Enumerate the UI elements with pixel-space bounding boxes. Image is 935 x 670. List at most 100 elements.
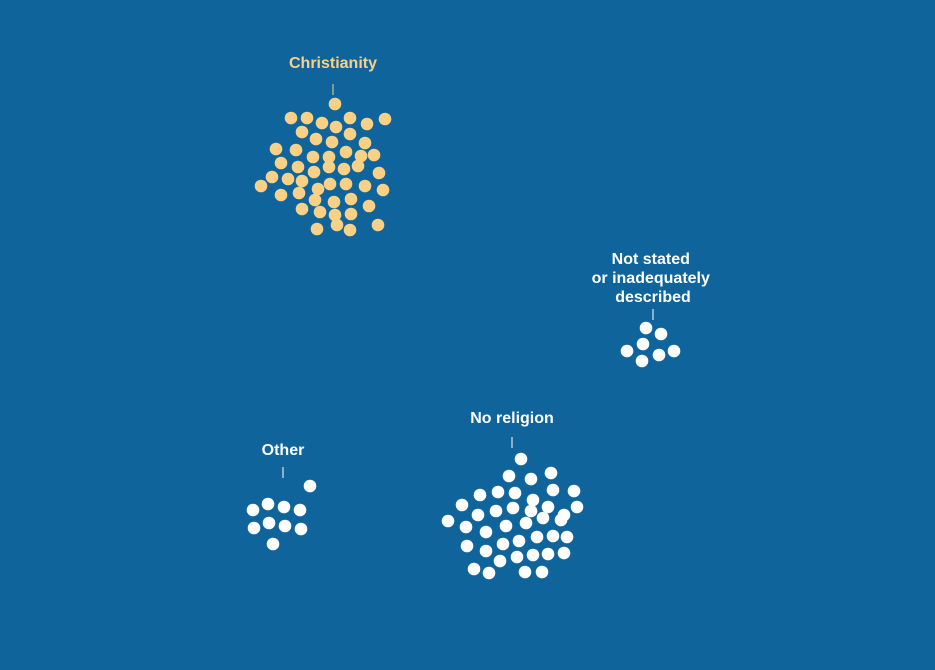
dot-no-religion-37 [526, 548, 540, 562]
dot-christianity-37 [274, 188, 288, 202]
dot-other-5 [293, 503, 307, 517]
dot-christianity-29 [281, 172, 295, 186]
dot-not-stated-3 [636, 337, 650, 351]
dot-no-religion-34 [482, 566, 496, 580]
dot-no-religion-29 [512, 534, 526, 548]
dot-christianity-36 [254, 179, 268, 193]
dot-christianity-15 [289, 143, 303, 157]
dot-not-stated-2 [654, 327, 668, 341]
dot-christianity-18 [339, 145, 353, 159]
dot-no-religion-12 [471, 508, 485, 522]
dot-christianity-34 [358, 179, 372, 193]
dot-christianity-30 [295, 174, 309, 188]
dot-christianity-17 [322, 150, 336, 164]
dot-christianity-49 [330, 218, 344, 232]
dot-christianity-23 [307, 165, 321, 179]
dot-no-religion-18 [570, 500, 584, 514]
dot-christianity-27 [372, 166, 386, 180]
dot-no-religion-28 [496, 537, 510, 551]
dot-no-religion-16 [541, 500, 555, 514]
label-not-stated-line-2: or inadequately [592, 270, 710, 287]
dot-no-religion-20 [459, 520, 473, 534]
dot-other-1 [303, 479, 317, 493]
dot-christianity-24 [322, 160, 336, 174]
dot-christianity-31 [311, 182, 325, 196]
dot-other-3 [261, 497, 275, 511]
group-christianity: Christianity [254, 55, 392, 237]
dot-not-stated-5 [667, 344, 681, 358]
group-other: Other [246, 442, 317, 551]
dot-no-religion-30 [530, 530, 544, 544]
dot-other-8 [278, 519, 292, 533]
dot-christianity-1 [328, 97, 342, 111]
dots-christianity [254, 97, 392, 237]
dot-no-religion-27 [479, 544, 493, 558]
dot-other-4 [277, 500, 291, 514]
dot-no-religion-31 [546, 529, 560, 543]
dot-other-2 [246, 503, 260, 517]
dot-no-religion-25 [554, 513, 568, 527]
dot-no-religion-13 [489, 504, 503, 518]
dot-christianity-47 [371, 218, 385, 232]
dot-christianity-12 [343, 127, 357, 141]
dot-other-6 [247, 521, 261, 535]
label-no-religion: No religion [470, 410, 554, 427]
dot-christianity-46 [344, 207, 358, 221]
dot-no-religion-4 [544, 466, 558, 480]
dot-christianity-8 [378, 112, 392, 126]
dot-no-religion-11 [455, 498, 469, 512]
dot-christianity-9 [295, 125, 309, 139]
label-not-stated-line-1: Not stated [612, 251, 690, 268]
dot-other-10 [266, 537, 280, 551]
dot-christianity-25 [337, 162, 351, 176]
dot-no-religion-7 [508, 486, 522, 500]
dot-christianity-21 [274, 156, 288, 170]
label-christianity-line-1: Christianity [289, 55, 377, 72]
dot-not-stated-4 [652, 348, 666, 362]
dot-christianity-26 [351, 159, 365, 173]
dot-no-religion-23 [519, 516, 533, 530]
dot-christianity-40 [327, 195, 341, 209]
dot-christianity-33 [339, 177, 353, 191]
dot-christianity-35 [376, 183, 390, 197]
dot-christianity-41 [344, 192, 358, 206]
dot-christianity-10 [309, 132, 323, 146]
dot-christianity-38 [292, 186, 306, 200]
label-other: Other [262, 442, 305, 459]
dot-other-7 [262, 516, 276, 530]
dot-christianity-48 [310, 222, 324, 236]
dot-christianity-22 [291, 160, 305, 174]
dot-not-stated-6 [620, 344, 634, 358]
dot-christianity-2 [284, 111, 298, 125]
dot-no-religion-19 [441, 514, 455, 528]
dot-no-religion-40 [518, 565, 532, 579]
dot-other-9 [294, 522, 308, 536]
dots-not-stated [620, 321, 681, 368]
dot-christianity-45 [328, 208, 342, 222]
dot-no-religion-15 [524, 504, 538, 518]
label-christianity: Christianity [289, 55, 377, 72]
dot-christianity-44 [313, 205, 327, 219]
dot-no-religion-8 [526, 493, 540, 507]
dot-no-religion-35 [493, 554, 507, 568]
dot-no-religion-24 [536, 511, 550, 525]
dot-christianity-39 [308, 193, 322, 207]
dot-no-religion-10 [567, 484, 581, 498]
dot-not-stated-1 [639, 321, 653, 335]
dot-no-religion-22 [499, 519, 513, 533]
dot-christianity-5 [329, 120, 343, 134]
dot-no-religion-38 [541, 547, 555, 561]
dot-no-religion-14 [506, 501, 520, 515]
dot-no-religion-21 [479, 525, 493, 539]
dot-no-religion-41 [535, 565, 549, 579]
dot-no-religion-36 [510, 550, 524, 564]
dot-christianity-4 [315, 116, 329, 130]
label-other-line-1: Other [262, 442, 305, 459]
dot-christianity-13 [358, 136, 372, 150]
dot-christianity-6 [343, 111, 357, 125]
group-not-stated: Not stated or inadequately described [592, 251, 710, 368]
dot-no-religion-32 [560, 530, 574, 544]
dot-no-religion-26 [460, 539, 474, 553]
